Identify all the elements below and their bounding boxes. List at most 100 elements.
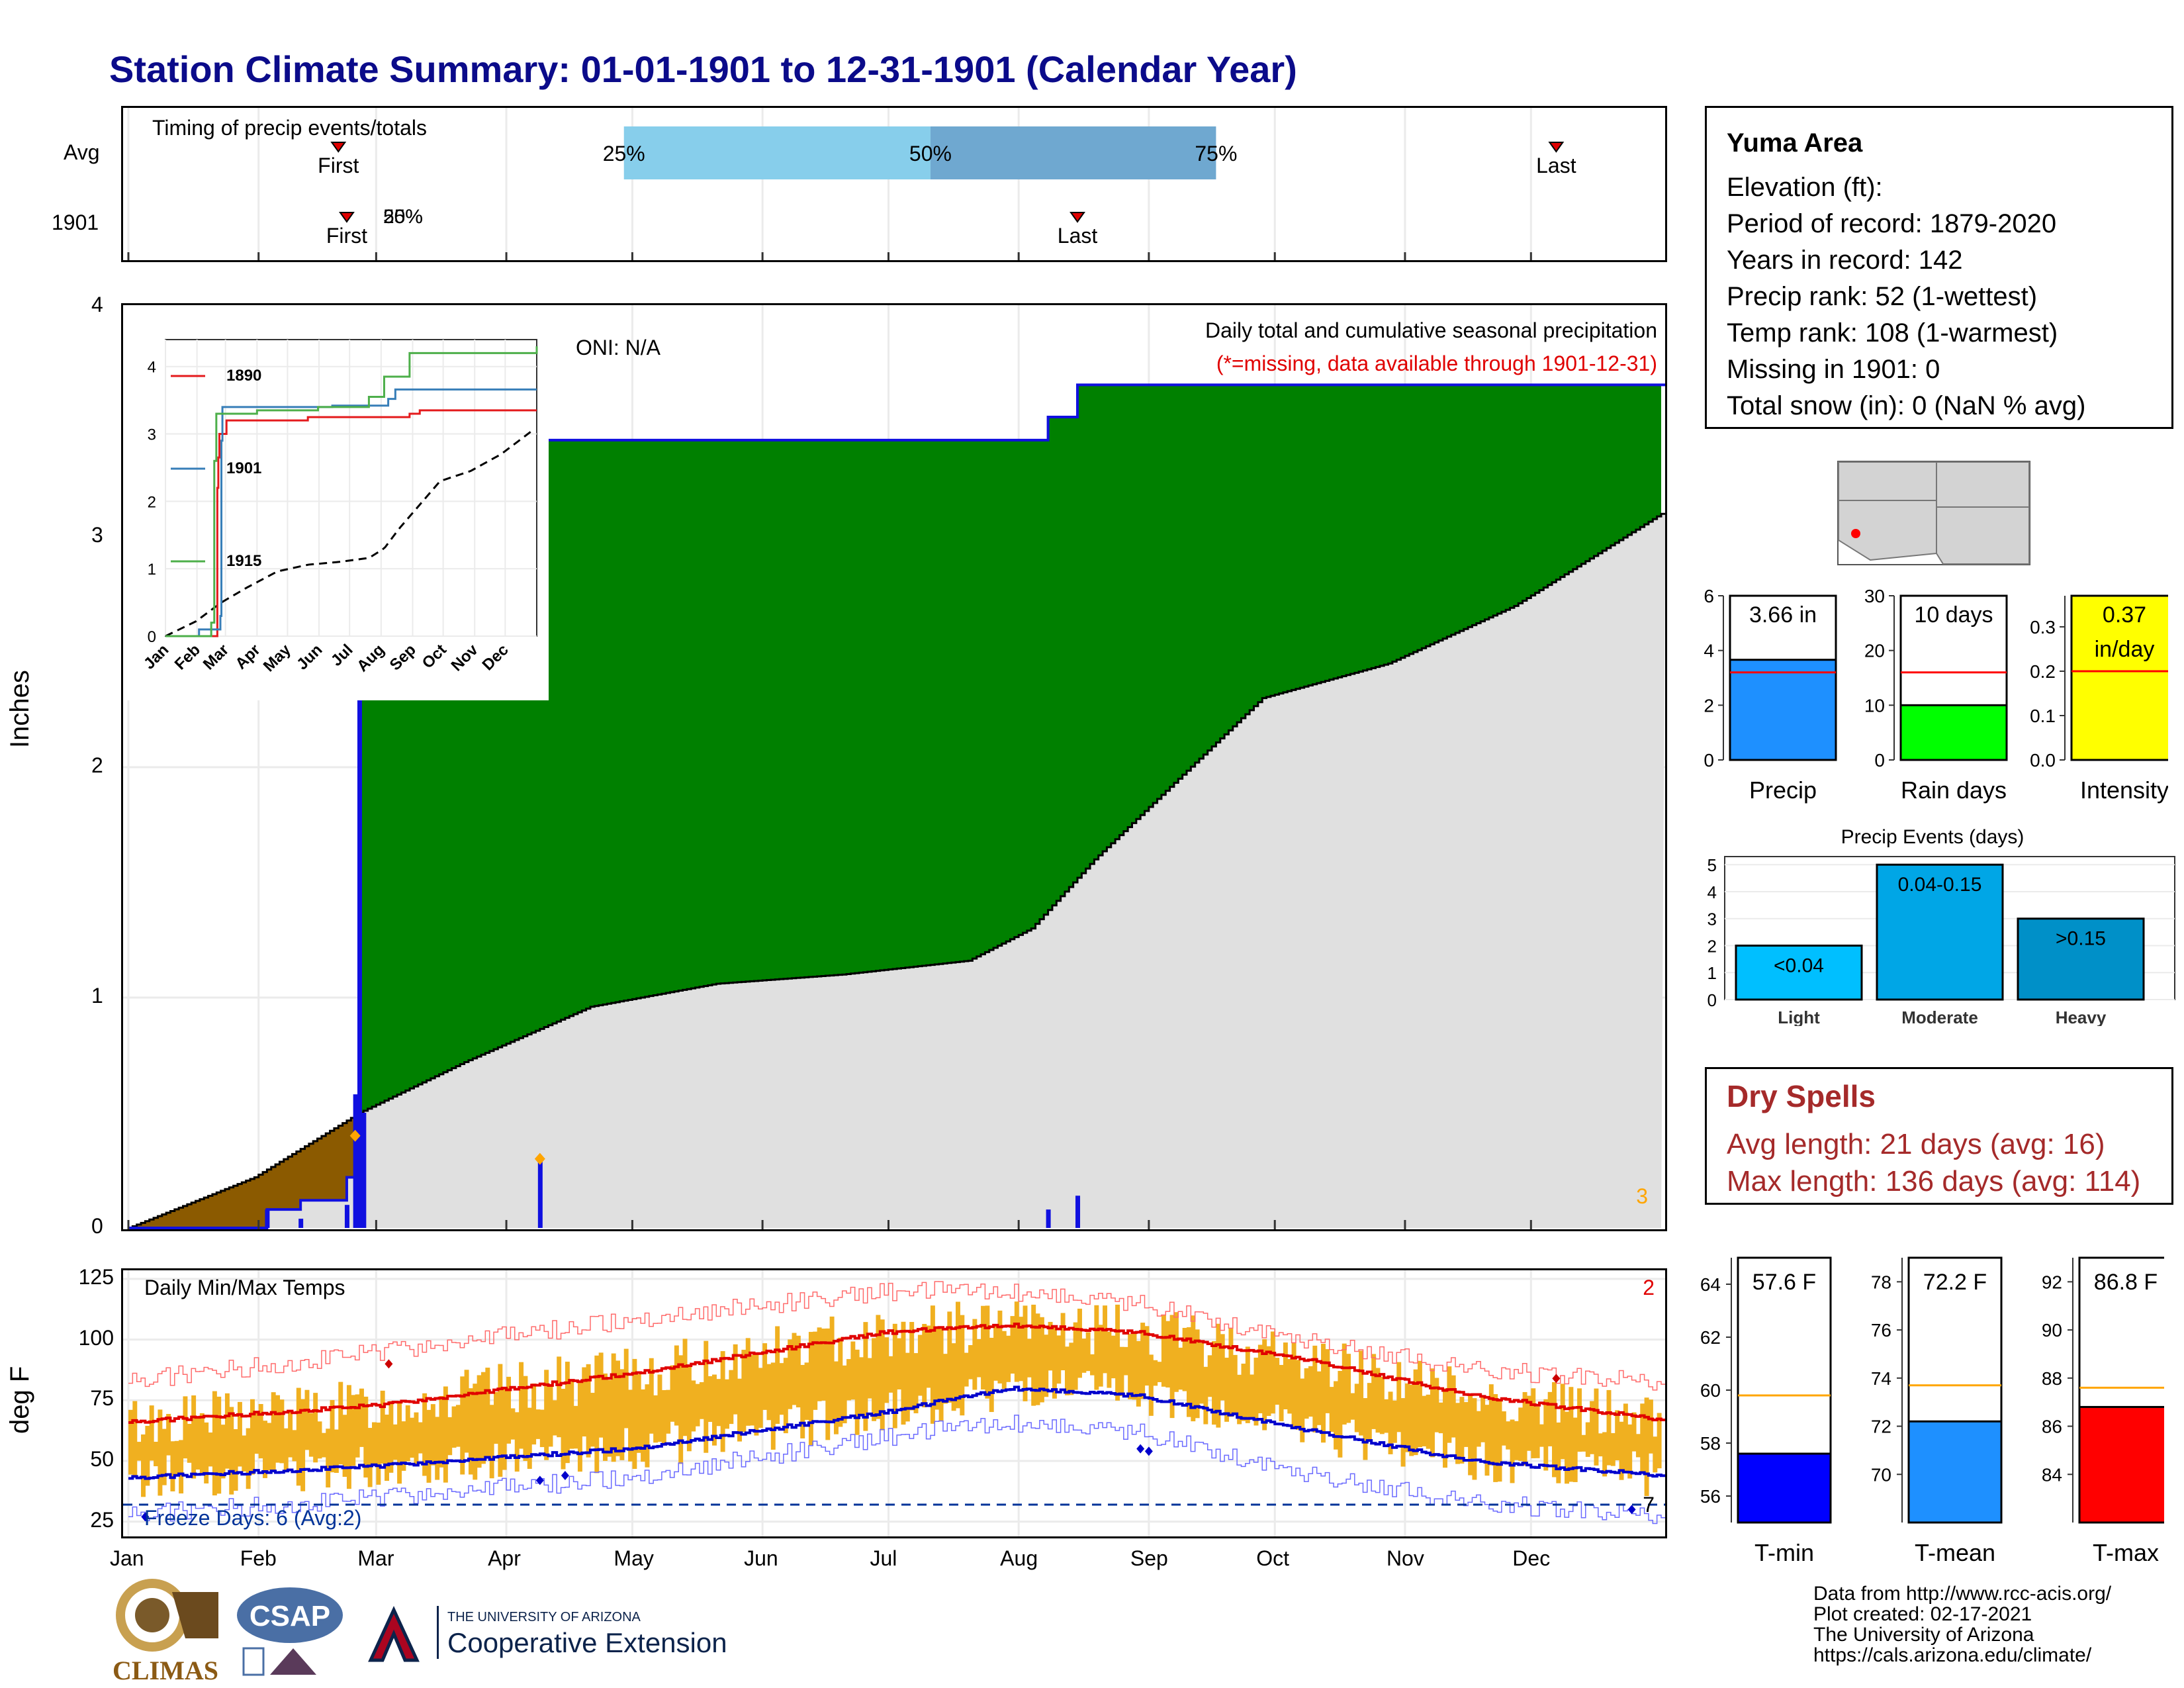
daily-temp-bar — [1132, 1333, 1137, 1400]
daily-temp-bar — [1577, 1388, 1582, 1452]
daily-temp-bar — [439, 1395, 444, 1468]
daily-temp-bar — [1283, 1342, 1288, 1410]
footer-line-url: https://cals.arizona.edu/climate/ — [1813, 1644, 2092, 1666]
month-label: Dec — [1512, 1546, 1551, 1570]
month-label: May — [614, 1546, 654, 1570]
summary-value-bar-intensity — [2070, 594, 2168, 761]
daily-temp-bar — [972, 1319, 978, 1390]
inset-ytick-label: 0 — [148, 628, 156, 646]
daily-temp-bar — [1565, 1411, 1570, 1484]
daily-temp-bar — [1653, 1436, 1658, 1473]
station-location-marker — [1851, 529, 1860, 538]
month-label: Jul — [870, 1546, 897, 1570]
daily-temp-bar — [1123, 1346, 1128, 1376]
daily-temp-bar — [867, 1358, 872, 1399]
events-bar-label: Heavy — [2056, 1008, 2107, 1026]
daily-temp-bar — [863, 1322, 868, 1431]
daily-temp-bar — [1631, 1412, 1637, 1452]
daily-temp-bar — [888, 1356, 893, 1393]
daily-precip-bar — [353, 1094, 358, 1228]
normal-min-line — [128, 1385, 1665, 1480]
daily-temp-bar — [455, 1405, 461, 1447]
daily-temp-bar — [451, 1406, 457, 1448]
daily-temp-bar — [1316, 1371, 1322, 1425]
daily-temp-bar — [539, 1409, 545, 1448]
ua-big-text: Cooperative Extension — [447, 1627, 727, 1658]
daily-temp-bar — [649, 1358, 654, 1434]
daily-temp-bar — [1136, 1340, 1141, 1407]
daily-temp-bar — [405, 1405, 410, 1462]
daily-temp-bar — [1111, 1335, 1116, 1379]
daily-temp-bar — [628, 1389, 633, 1462]
daily-temp-bar — [997, 1310, 1003, 1383]
summary-bar-label: Rain days — [1901, 776, 2007, 804]
daily-temp-bar — [666, 1389, 671, 1434]
daily-temp-bar — [725, 1379, 729, 1429]
daily-temp-bar — [909, 1322, 915, 1411]
daily-temp-bar — [821, 1329, 826, 1401]
summary-ytick-label: 0.1 — [2030, 706, 2056, 726]
daily-temp-bar — [1443, 1388, 1447, 1468]
inset-month-label: Jun — [293, 641, 326, 673]
daily-temp-bar — [1543, 1399, 1549, 1471]
daily-temp-bar — [1510, 1419, 1515, 1483]
daily-temp-bar — [930, 1305, 935, 1424]
daily-temp-bar — [1572, 1417, 1578, 1482]
daily-temp-bar — [443, 1386, 448, 1483]
daily-temp-bar — [1250, 1374, 1255, 1418]
daily-temp-bar — [330, 1400, 335, 1473]
daily-temp-bar — [1228, 1329, 1234, 1417]
daily-temp-bar — [1014, 1301, 1019, 1382]
station-precip-rank: Precip rank: 52 (1-wettest) — [1727, 282, 2038, 311]
daily-temp-bar — [1019, 1317, 1024, 1382]
inset-line-1901 — [165, 388, 537, 637]
daily-temp-bar — [1430, 1368, 1435, 1458]
daily-temp-bar — [489, 1405, 494, 1479]
daily-temp-bar — [237, 1401, 242, 1467]
daily-temp-bar — [641, 1389, 646, 1462]
daily-temp-bar — [792, 1333, 797, 1405]
daily-temp-bar — [154, 1442, 159, 1466]
daily-temp-bar — [1257, 1344, 1263, 1413]
freeze-label: Freeze Days: 6 (Avg:2) — [144, 1506, 362, 1530]
daily-temp-bar — [179, 1440, 184, 1494]
daily-temp-bar — [1304, 1368, 1309, 1419]
timing-panel: 25% 50% 75% First Last First Last 25% 50% Timing… — [121, 106, 1667, 262]
daily-temp-bar — [859, 1357, 864, 1416]
daily-temp-bar — [473, 1383, 478, 1480]
daily-temp-bar — [1048, 1321, 1053, 1371]
temp-ytick-label: 25 — [90, 1507, 114, 1532]
daily-temp-bar — [321, 1432, 326, 1458]
month-label: Apr — [488, 1546, 521, 1570]
daily-temp-bar — [901, 1321, 906, 1425]
daily-temp-bar — [145, 1425, 150, 1486]
daily-temp-bar — [1207, 1355, 1212, 1397]
daily-temp-bar — [1279, 1364, 1284, 1422]
daily-temp-bar — [1128, 1334, 1133, 1399]
daily-temp-bar — [1619, 1421, 1624, 1480]
daily-temp-bar — [1031, 1304, 1036, 1406]
daily-temp-bar — [254, 1411, 259, 1454]
daily-temp-bar — [296, 1387, 301, 1486]
daily-temp-bar — [645, 1384, 650, 1468]
daily-temp-bar — [1350, 1393, 1355, 1420]
daily-temp-bar — [942, 1354, 948, 1404]
tempbar-ytick-label: 84 — [2042, 1464, 2062, 1485]
daily-temp-bar — [594, 1355, 600, 1474]
daily-temp-bar — [1186, 1327, 1191, 1417]
tempbar-ytick-label: 88 — [2042, 1368, 2062, 1389]
daily-temp-bar — [326, 1429, 331, 1488]
inset-legend-label: 1901 — [226, 459, 261, 477]
record-low-marker — [141, 1512, 150, 1522]
daily-precip-bar — [265, 1209, 270, 1228]
daily-temp-bar — [1329, 1387, 1334, 1432]
daily-temp-bar — [1560, 1383, 1565, 1460]
daily-temp-bar — [569, 1379, 574, 1449]
daily-temp-bar — [1615, 1410, 1620, 1460]
inset-month-label: Oct — [419, 641, 450, 672]
inset-month-label: Dec — [479, 641, 512, 674]
daily-temp-bar — [1367, 1383, 1372, 1440]
daily-temp-bar — [519, 1362, 524, 1449]
daily-temp-bar — [426, 1409, 432, 1483]
daily-temp-bar — [573, 1405, 578, 1449]
